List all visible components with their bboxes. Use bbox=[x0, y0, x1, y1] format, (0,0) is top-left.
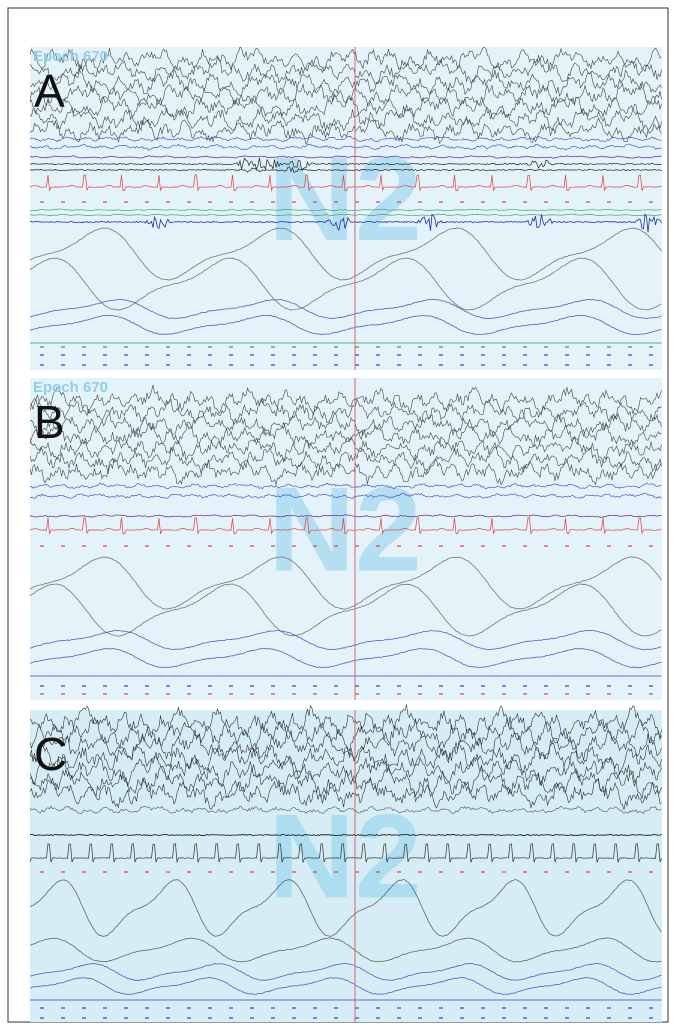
panel-letter: B bbox=[34, 396, 65, 448]
panel: N2 C bbox=[30, 705, 662, 1022]
panel-letter: C bbox=[34, 728, 67, 780]
stage-watermark: N2 bbox=[268, 790, 421, 924]
panel-letter: A bbox=[34, 65, 65, 117]
epoch-label: Epoch 670 bbox=[33, 48, 108, 65]
stage-watermark: N2 bbox=[268, 132, 421, 266]
figure: N2Epoch 670AN2Epoch 670BN2C bbox=[0, 0, 676, 1029]
epoch-label: Epoch 670 bbox=[33, 379, 108, 396]
